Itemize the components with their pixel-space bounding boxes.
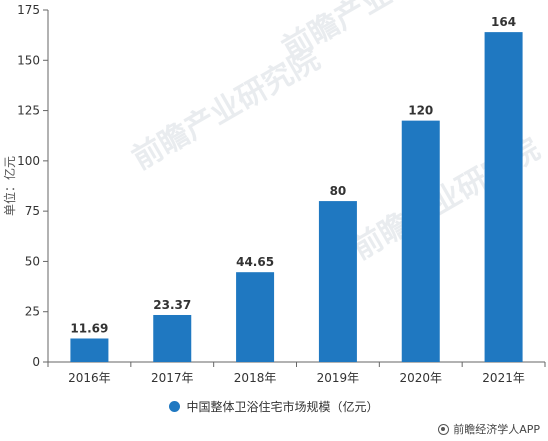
x-axis: 2016年 2017年 2018年 2019年 2020年 2021年 <box>47 361 546 385</box>
bar-value-label: 11.69 <box>70 321 108 335</box>
bar <box>401 120 440 362</box>
legend-label: 中国整体卫浴住宅市场规模（亿元） <box>186 400 379 414</box>
bar-chart: 前瞻产业研究院 前瞻产业研究院 前瞻产业研究院 0255075100125150… <box>2 0 546 385</box>
credit: 前瞻经济学人APP <box>438 421 540 437</box>
svg-text:前瞻产业研究院: 前瞻产业研究院 <box>127 42 326 177</box>
bar-value-label: 23.37 <box>153 298 191 312</box>
x-tick-label: 2018年 <box>234 371 277 385</box>
legend-swatch <box>169 401 181 412</box>
y-tick-label: 125 <box>17 104 40 118</box>
y-axis: 0 25 50 75 100 125 150 175 <box>17 3 49 369</box>
bar-value-label: 80 <box>330 184 347 198</box>
y-tick-label: 175 <box>17 3 40 17</box>
x-tick-label: 2017年 <box>151 371 194 385</box>
x-tick-label: 2020年 <box>399 371 442 385</box>
y-tick-label: 50 <box>25 254 40 268</box>
y-tick-label: 150 <box>17 53 40 67</box>
x-tick-label: 2021年 <box>482 371 525 385</box>
logo-icon <box>438 423 450 435</box>
credit-text: 前瞻经济学人APP <box>453 423 540 436</box>
legend: 中国整体卫浴住宅市场规模（亿元） <box>0 398 548 415</box>
bar-value-labels: 11.69 23.37 44.65 80 120 164 <box>70 15 516 335</box>
y-tick-label: 0 <box>32 355 40 369</box>
bar-value-label: 120 <box>408 104 433 118</box>
bar <box>236 272 275 362</box>
y-tick-label: 100 <box>17 154 40 168</box>
bar-value-label: 164 <box>491 15 516 29</box>
bar <box>70 338 109 362</box>
bar <box>484 32 523 363</box>
y-axis-label: 单位：亿元 <box>2 156 17 216</box>
bar <box>153 314 192 362</box>
bar-value-label: 44.65 <box>236 255 274 269</box>
bar <box>318 201 357 362</box>
x-tick-label: 2019年 <box>317 371 360 385</box>
y-tick-label: 25 <box>25 305 40 319</box>
y-tick-label: 75 <box>25 204 40 218</box>
bars <box>70 32 523 363</box>
x-tick-label: 2016年 <box>68 371 111 385</box>
